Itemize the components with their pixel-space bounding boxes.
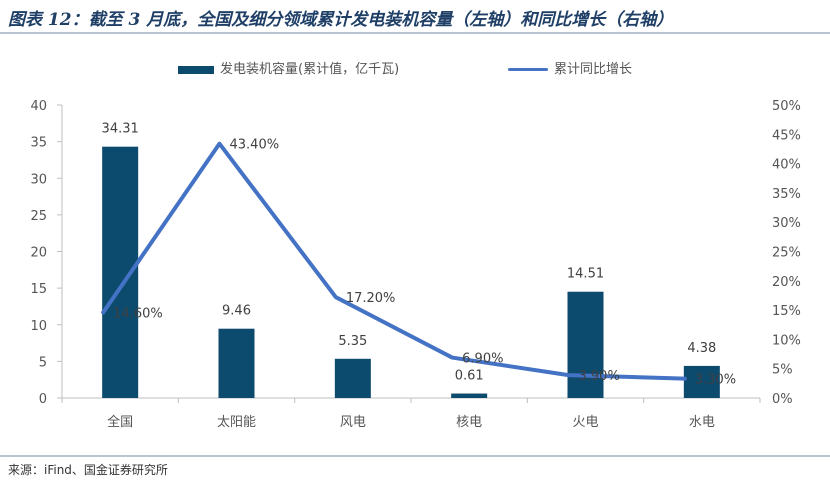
legend-line-label: 累计同比增长 (554, 62, 633, 77)
growth-point (451, 357, 453, 359)
right-axis-tick-label: 15% (772, 304, 801, 319)
footer-divider (0, 455, 830, 457)
right-axis-tick-label: 5% (772, 363, 793, 378)
growth-point (102, 311, 104, 313)
bar-data-label: 14.51 (567, 267, 604, 282)
x-axis-tick-label: 水电 (689, 415, 715, 430)
growth-point (219, 143, 220, 145)
growth-point (335, 296, 337, 298)
growth-point (568, 374, 569, 376)
chart-title: 图表 12：截至 3 月底，全国及细分领域累计发电装机容量（左轴）和同比增长（右… (8, 10, 674, 30)
bar (683, 365, 720, 398)
growth-point (684, 378, 686, 380)
right-axis-tick-label: 0% (772, 392, 793, 407)
bar-data-label: 9.46 (222, 304, 251, 319)
bar-data-label: 4.38 (687, 341, 716, 356)
legend-line-swatch (508, 68, 548, 71)
right-axis-tick-label: 10% (772, 333, 801, 348)
line-data-label: 43.40% (230, 138, 280, 153)
right-axis-tick-label: 30% (772, 216, 801, 231)
left-axis-tick-label: 35 (30, 136, 47, 151)
bar-data-label: 0.61 (455, 369, 484, 384)
legend-item-bar: 发电装机容量(累计值，亿千瓦) (178, 58, 399, 77)
line-data-label: 3.90% (579, 369, 620, 384)
line-data-label: 3.30% (695, 373, 736, 388)
x-axis-tick-label: 全国 (107, 414, 133, 430)
legend-bar-label: 发电装机容量(累计值，亿千瓦) (220, 62, 400, 77)
x-axis-tick-label: 核电 (456, 415, 482, 430)
line-data-label: 14.60% (113, 306, 163, 321)
right-axis-tick-label: 50% (772, 99, 801, 114)
right-axis-tick-label: 20% (772, 275, 801, 290)
left-axis-tick-label: 40 (30, 99, 47, 114)
right-axis-tick-label: 35% (772, 187, 801, 202)
left-axis-tick-label: 10 (30, 319, 47, 334)
left-axis-tick-label: 5 (39, 355, 47, 370)
bar (334, 358, 371, 398)
left-axis-tick-label: 30 (30, 172, 47, 187)
left-axis-tick-label: 0 (39, 392, 47, 407)
right-axis-tick-label: 25% (772, 246, 801, 261)
title-bar: 图表 12：截至 3 月底，全国及细分领域累计发电装机容量（左轴）和同比增长（右… (0, 0, 830, 34)
bar (218, 328, 255, 398)
legend-item-line: 累计同比增长 (508, 58, 632, 77)
legend: 发电装机容量(累计值，亿千瓦) 累计同比增长 (0, 58, 830, 80)
bar-data-label: 34.31 (102, 122, 139, 137)
source-note: 来源：iFind、国金证券研究所 (8, 463, 168, 477)
x-axis-tick-label: 风电 (340, 415, 366, 430)
growth-line (101, 141, 687, 381)
right-axis-tick-label: 45% (772, 128, 801, 143)
bar (451, 393, 488, 398)
line-data-label: 6.90% (462, 352, 503, 367)
bar-data-label: 5.35 (338, 334, 367, 349)
left-axis-tick-label: 25 (30, 209, 47, 224)
x-axis-tick-label: 太阳能 (217, 415, 256, 430)
left-axis-tick-label: 15 (30, 282, 47, 297)
right-axis-tick-label: 40% (772, 158, 801, 173)
chart-plot: 0 5 10 15 20 25 30 35 40 0% 5% 10% 15% 20% 25% 30% 35% 40… (30, 99, 801, 430)
legend-bar-swatch (178, 65, 214, 74)
x-axis-tick-label: 火电 (572, 415, 598, 430)
line-data-label: 17.20% (346, 291, 396, 306)
left-axis-tick-label: 20 (30, 246, 47, 261)
bar (567, 291, 604, 398)
